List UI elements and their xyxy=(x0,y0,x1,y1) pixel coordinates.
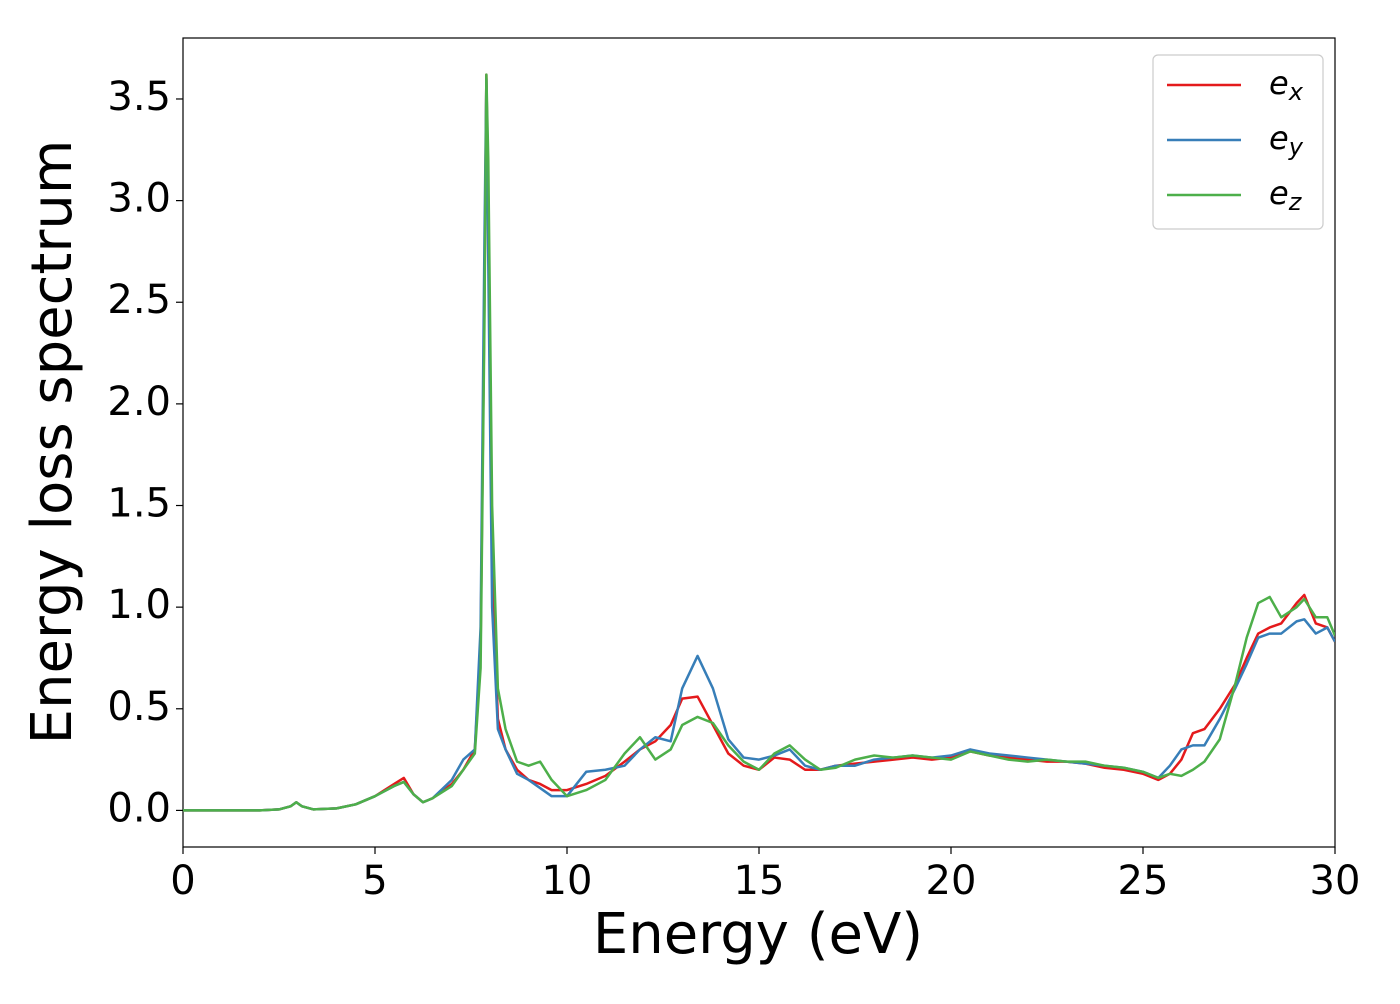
legend-box xyxy=(1152,54,1324,230)
x-tick-label: 15 xyxy=(734,858,785,904)
x-tick-label: 5 xyxy=(362,858,387,904)
x-tick-label: 10 xyxy=(542,858,593,904)
series-line xyxy=(183,73,1335,812)
y-tick-label: 1.5 xyxy=(107,481,171,527)
legend-label: ex xyxy=(1269,64,1304,106)
legend-label: ey xyxy=(1269,119,1304,161)
y-tick-label: 0.0 xyxy=(107,785,171,831)
y-tick-label: 1.0 xyxy=(107,582,171,628)
y-tick-label: 2.5 xyxy=(107,277,171,323)
y-tick-label: 3.0 xyxy=(107,176,171,222)
y-axis-label: Energy loss spectrum xyxy=(20,140,85,745)
y-tick-label: 2.0 xyxy=(107,379,171,425)
x-tick-label: 20 xyxy=(926,858,977,904)
y-tick-label: 0.5 xyxy=(107,684,171,730)
x-tick-label: 0 xyxy=(170,858,195,904)
y-tick-label: 3.5 xyxy=(107,74,171,120)
x-axis-label: Energy (eV) xyxy=(593,902,923,967)
x-tick-label: 25 xyxy=(1118,858,1169,904)
x-tick-label: 30 xyxy=(1310,858,1361,904)
legend-label: ez xyxy=(1269,174,1303,216)
